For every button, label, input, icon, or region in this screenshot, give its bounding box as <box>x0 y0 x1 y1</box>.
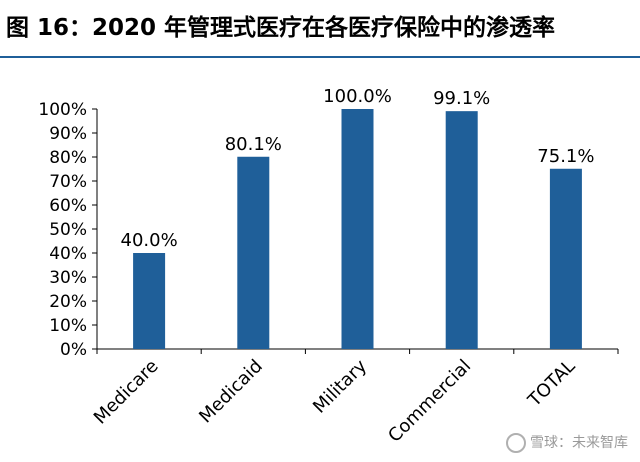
data-label-medicare: 40.0% <box>121 230 178 251</box>
x-tick-label-total: TOTAL <box>523 356 579 412</box>
x-tick-label-military: Military <box>309 355 371 417</box>
title-divider <box>0 56 640 58</box>
page-title: 图 16：2020 年管理式医疗在各医疗保险中的渗透率 <box>6 15 556 41</box>
x-axis <box>96 348 619 354</box>
x-tick-label-commercial: Commercial <box>384 356 475 447</box>
y-tick-label: 10% <box>49 316 87 336</box>
x-tick-label-medicare: Medicare <box>90 356 163 429</box>
y-tick-label: 90% <box>49 124 87 144</box>
bar-commercial <box>445 111 478 349</box>
y-tick-label: 0% <box>60 340 87 360</box>
data-label-military: 100.0% <box>323 86 392 107</box>
bar-medicare <box>133 253 166 349</box>
bar-military <box>341 109 374 349</box>
watermark-text: 雪球：未来智库 <box>530 435 628 451</box>
data-label-commercial: 99.1% <box>433 88 490 109</box>
data-labels: 40.0% 80.1% 100.0% 99.1% 75.1% <box>121 86 595 251</box>
x-tick-label-medicaid: Medicaid <box>195 356 267 428</box>
y-tick-label: 20% <box>49 292 87 312</box>
snowball-logo-icon <box>506 433 526 453</box>
y-axis: 0% 10% 20% 30% 40% 50% 60% 70% 80% 90% 100% <box>38 100 98 360</box>
bars <box>133 109 582 349</box>
y-tick-label: 70% <box>49 172 87 192</box>
bar-total <box>549 168 582 349</box>
y-tick-label: 30% <box>49 268 87 288</box>
data-label-medicaid: 80.1% <box>225 134 282 155</box>
data-label-total: 75.1% <box>537 146 594 167</box>
watermark: 雪球：未来智库 <box>506 430 628 456</box>
y-tick-label: 80% <box>49 148 87 168</box>
y-tick-label: 60% <box>49 196 87 216</box>
bar-medicaid <box>237 156 270 349</box>
y-tick-label: 100% <box>38 100 87 120</box>
y-tick-label: 50% <box>49 220 87 240</box>
y-tick-label: 40% <box>49 244 87 264</box>
